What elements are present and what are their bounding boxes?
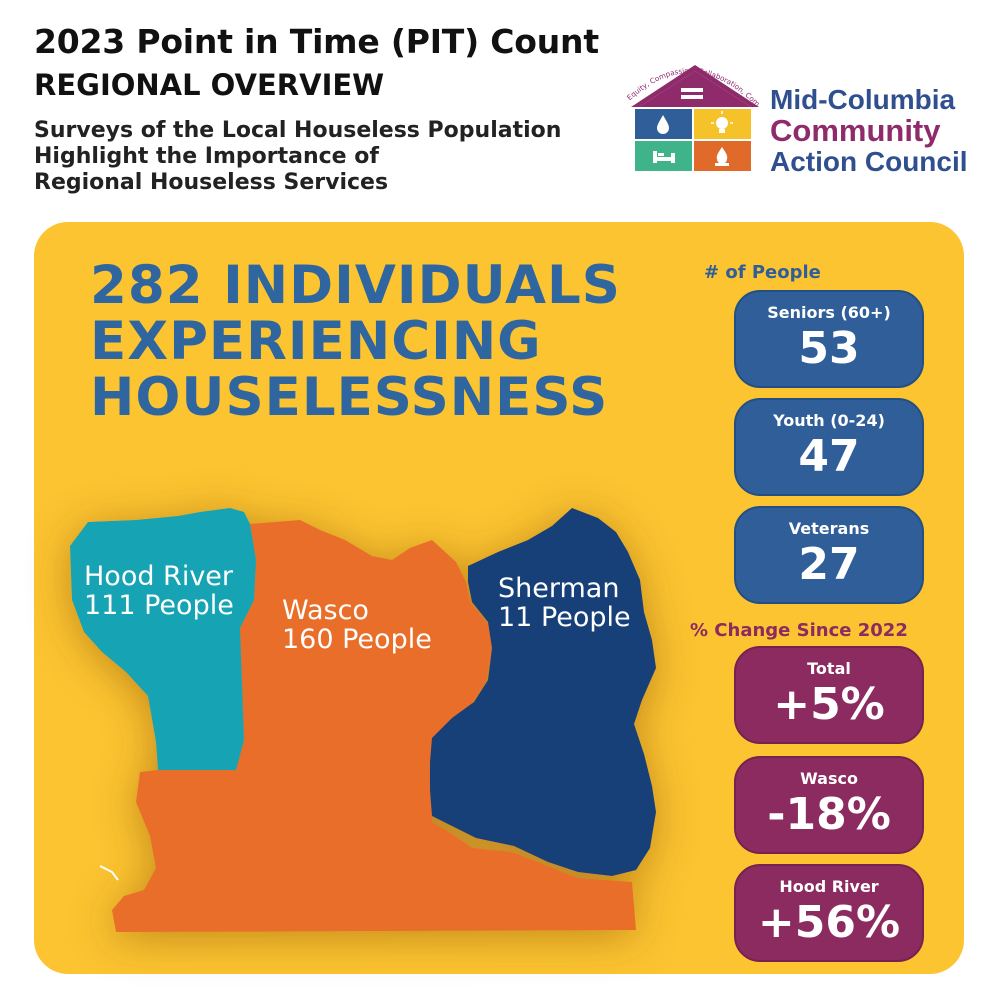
stat-veterans-value: 27 (798, 539, 860, 590)
stat-veterans-label: Veterans (788, 519, 870, 538)
stat-youth: Youth (0-24) 47 (734, 398, 924, 496)
headline-line-2: EXPERIENCING (90, 311, 542, 372)
change-section-label: % Change Since 2022 (690, 620, 908, 641)
stat-change-total: Total +5% (734, 646, 924, 744)
water-drop-icon (657, 115, 669, 134)
hood-river-count: 111 People (84, 590, 234, 621)
label-sherman: Sherman 11 People (498, 574, 631, 632)
stat-youth-value: 47 (798, 431, 860, 482)
intro-line-1: Surveys of the Local Houseless Populatio… (34, 118, 562, 143)
logo-line-2: Community (770, 113, 941, 148)
label-wasco: Wasco 160 People (282, 596, 432, 654)
map-wasco (112, 520, 636, 932)
logo-line-1: Mid-Columbia (770, 84, 956, 115)
wasco-count: 160 People (282, 624, 432, 655)
equals-icon (681, 88, 703, 99)
people-section-label: # of People (704, 262, 821, 283)
label-hood-river: Hood River 111 People (84, 562, 234, 620)
mccac-logo: Equity, Compassion, Collaboration, Commu… (615, 45, 762, 171)
intro-line-2: Highlight the Importance of (34, 144, 379, 169)
headline-line-3: HOUSELESSNESS (90, 367, 609, 428)
map-edge-mark (99, 865, 119, 881)
light-bulb-icon (711, 111, 733, 133)
stat-veterans: Veterans 27 (734, 506, 924, 604)
wasco-name: Wasco (282, 595, 369, 626)
stat-seniors-label: Seniors (60+) (767, 303, 891, 322)
stat-change-hood-river-label: Hood River (779, 877, 879, 896)
sherman-name: Sherman (498, 573, 620, 604)
headline: 282 INDIVIDUALS EXPERIENCING HOUSELESSNE… (90, 258, 621, 426)
logo-roof (631, 65, 759, 107)
stat-youth-label: Youth (0-24) (773, 411, 885, 430)
map-hood-river (70, 508, 256, 770)
stat-change-hood-river-value: +56% (757, 897, 901, 948)
hood-river-name: Hood River (84, 561, 234, 592)
stat-change-wasco-label: Wasco (800, 769, 858, 788)
bed-icon (653, 151, 675, 163)
stat-seniors: Seniors (60+) 53 (734, 290, 924, 388)
page-subtitle: REGIONAL OVERVIEW (34, 68, 385, 102)
stat-change-wasco: Wasco -18% (734, 756, 924, 854)
stat-seniors-value: 53 (798, 323, 860, 374)
stat-change-wasco-value: -18% (767, 789, 891, 840)
page-title: 2023 Point in Time (PIT) Count (34, 22, 599, 61)
map-sherman (430, 508, 656, 876)
stat-change-total-value: +5% (773, 679, 885, 730)
flame-icon (715, 147, 729, 166)
logo-wordmark: Mid-Columbia Community Action Council (770, 84, 968, 177)
stat-change-total-label: Total (807, 659, 851, 678)
headline-line-1: 282 INDIVIDUALS (90, 255, 621, 316)
intro-line-3: Regional Houseless Services (34, 170, 389, 195)
sherman-count: 11 People (498, 602, 631, 633)
page-intro: Surveys of the Local Houseless Populatio… (34, 118, 561, 196)
stat-change-hood-river: Hood River +56% (734, 864, 924, 962)
logo-line-3: Action Council (770, 146, 968, 177)
